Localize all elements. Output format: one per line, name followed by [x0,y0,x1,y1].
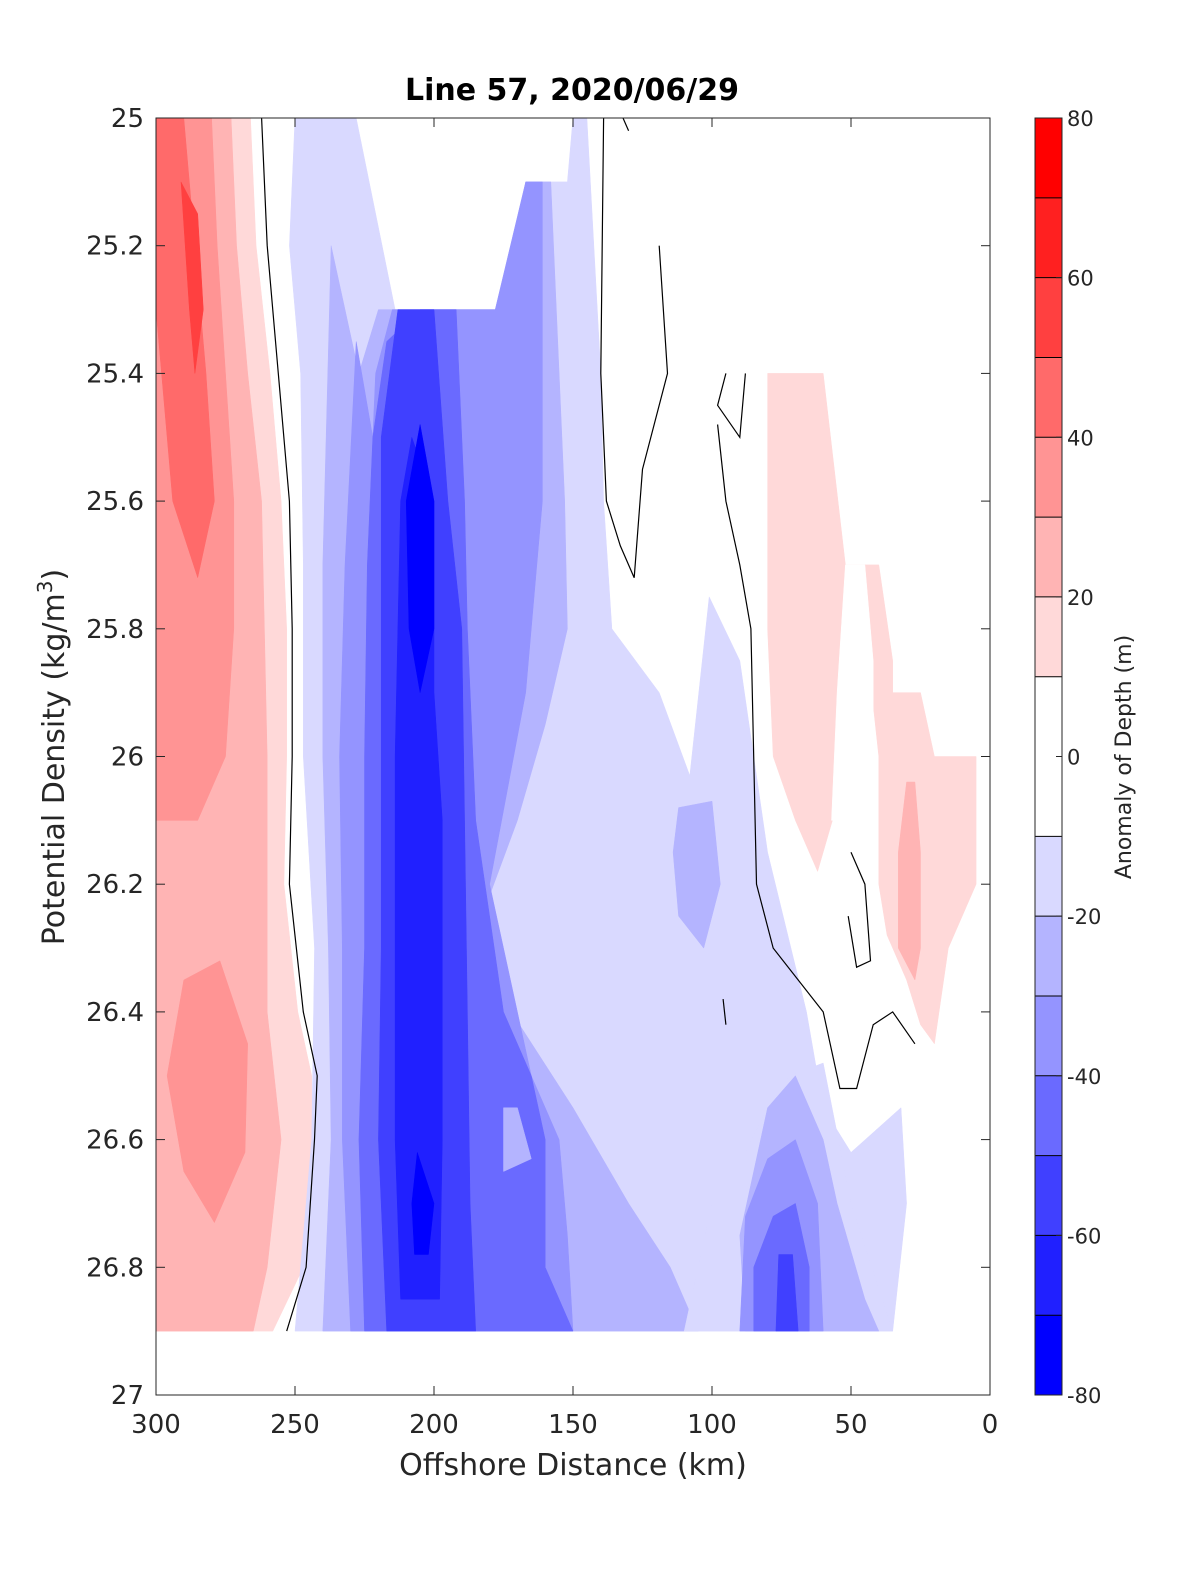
y-tick-label: 26.6 [86,1126,144,1156]
colorbar-band [1035,437,1062,518]
y-axis-label: Potential Density (kg/m3) [33,569,72,945]
contour-region-blue-east-50 [775,1254,799,1332]
y-tick-label: 25 [111,104,144,134]
colorbar-band [1035,517,1062,597]
y-tick-label: 25.4 [86,359,144,389]
y-axis-label-main: Potential Density (kg/m [37,593,72,945]
colorbar-tick-label: 80 [1067,107,1094,131]
colorbar-band [1035,836,1062,917]
contour-region-blue-pocket [672,800,721,949]
x-tick-label: 100 [687,1410,737,1440]
colorbar-band [1035,1075,1062,1156]
colorbar-band [1035,357,1062,438]
x-tick-label: 150 [548,1410,598,1440]
contour-fill-regions [156,118,977,1332]
colorbar-band [1035,596,1062,677]
y-tick-label: 26.4 [86,998,144,1028]
colorbar-tick-label: -40 [1067,1065,1101,1089]
colorbar-tick-label: -20 [1067,905,1101,929]
contour-region-pink-east-20 [898,781,921,981]
colorbar-band [1035,1235,1062,1316]
contour-line-zero-center [717,424,916,1090]
y-tick-label: 26 [111,743,144,773]
contour-line-zero-small [722,999,727,1025]
colorbar-ticks: 80 60 40 20 0 -20 -40 -60 -80 [1056,107,1101,1408]
y-tick-label: 25.2 [86,232,144,262]
contour-region-pink-east [767,373,977,1045]
contour-line-zero-upper-top [622,118,630,132]
colorbar-tick-label: -60 [1067,1224,1101,1248]
zero-contour-lines [261,118,916,1332]
colorbar-band [1035,1155,1062,1236]
y-tick-label: 26.8 [86,1253,144,1283]
colorbar-label: Anomaly of Depth (m) [1112,635,1137,879]
y-axis: 25 25.2 25.4 25.6 25.8 26 26.2 26.4 26.6 26.8 27 [86,104,990,1411]
y-axis-label-sup: 3 [33,580,57,593]
colorbar-tick-label: -80 [1067,1384,1101,1408]
y-axis-label-close: ) [37,569,72,581]
x-tick-label: 0 [982,1410,999,1440]
contour-line-zero-upper-east [600,118,669,578]
colorbar-band [1035,916,1062,996]
contour-region-blue-mid-pocket [503,1107,532,1172]
colorbar-band [1035,197,1062,278]
contour-line-zero-west [261,118,318,1332]
y-tick-label: 26.2 [86,870,144,900]
contour-region-red-upper-core [180,181,204,374]
x-tick-label: 50 [834,1410,867,1440]
contour-region-blue-core-lower [411,1152,435,1255]
x-tick-label: 300 [131,1410,181,1440]
colorbar-tick-label: 40 [1067,426,1094,450]
colorbar-band [1035,118,1062,198]
colorbar-tick-label: 60 [1067,267,1094,291]
colorbar-band [1035,277,1062,358]
x-axis: 300 250 200 150 100 50 0 [131,118,998,1440]
contour-region-blue-core-upper [405,424,435,693]
x-axis-label: Offshore Distance (km) [399,1448,747,1483]
colorbar-tick-label: 0 [1067,746,1080,770]
contour-line-zero-mid-east [716,373,746,440]
x-tick-label: 200 [409,1410,459,1440]
contour-region-red-lower [166,960,248,1224]
x-tick-label: 250 [270,1410,320,1440]
y-tick-label: 27 [111,1381,144,1411]
y-tick-label: 25.8 [86,615,144,645]
y-tick-label: 25.6 [86,487,144,517]
chart-title: Line 57, 2020/06/29 [405,73,739,108]
colorbar-tick-label: 20 [1067,586,1094,610]
colorbar-band [1035,1315,1062,1395]
colorbar-band [1035,995,1062,1076]
contour-region-pink-east-hole [831,564,874,821]
contour-line-zero-loop [847,852,872,969]
